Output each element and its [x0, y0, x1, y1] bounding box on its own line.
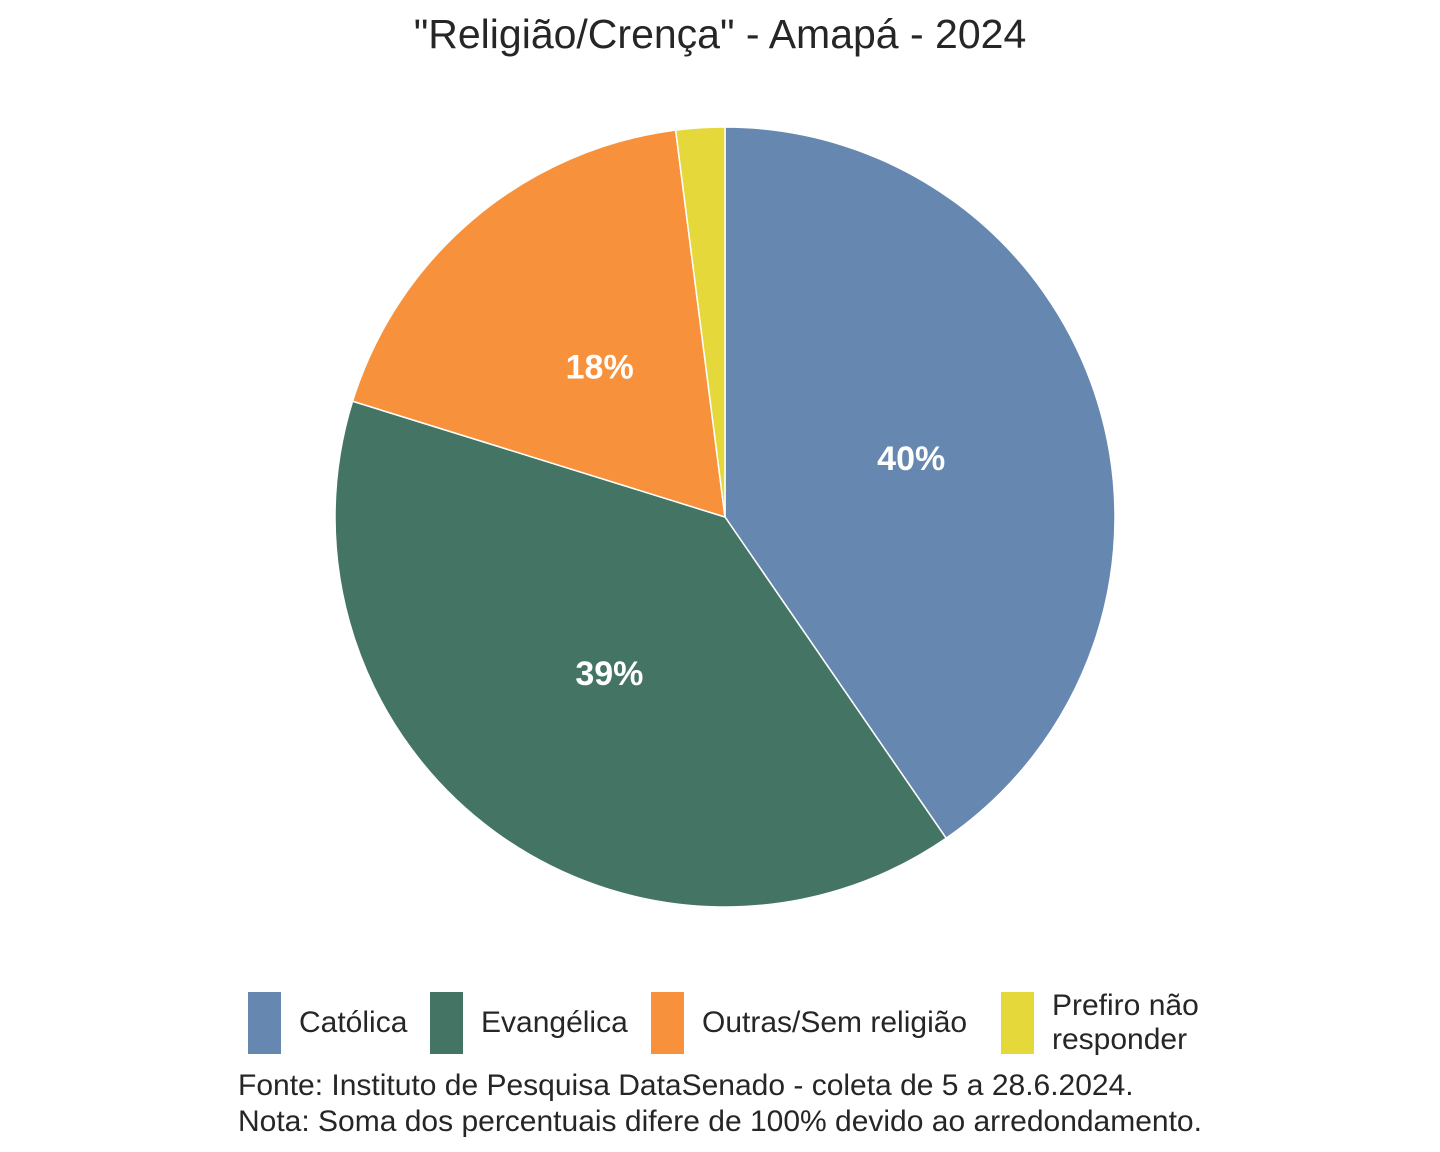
legend-label-prefiro: Prefiro não responder	[1052, 989, 1199, 1056]
legend-label-evangelica: Evangélica	[481, 1006, 628, 1039]
pie-slice-evangelica	[334, 400, 948, 908]
slice-label-outras: 18%	[566, 349, 634, 387]
legend-label-catolica: Católica	[299, 1006, 408, 1039]
chart-title: "Religião/Crença" - Amapá - 2024	[413, 11, 1027, 57]
caption-note: Nota: Soma dos percentuais difere de 100…	[238, 1105, 1202, 1138]
legend-swatch-prefiro	[1001, 992, 1034, 1054]
legend-swatch-outras	[651, 992, 684, 1054]
pie-slice-prefiro	[674, 126, 726, 518]
caption-source: Fonte: Instituto de Pesquisa DataSenado …	[238, 1069, 1134, 1102]
legend-item-outras: Outras/Sem religião	[651, 990, 967, 1056]
legend-item-catolica: Católica	[248, 990, 407, 1056]
legend-item-prefiro: Prefiro não responder	[1001, 989, 1222, 1056]
pie-slice-outras	[351, 129, 726, 519]
slice-label-catolica: 40%	[877, 440, 945, 478]
legend-label-outras: Outras/Sem religião	[702, 1006, 968, 1039]
legend-item-evangelica: Evangélica	[430, 990, 628, 1056]
chart-legend: Católica Evangélica Outras/Sem religião …	[0, 989, 1440, 1060]
pie-slice-catolica	[724, 126, 1116, 840]
chart-caption: Fonte: Instituto de Pesquisa DataSenado …	[238, 1068, 1202, 1140]
legend-swatch-evangelica	[430, 992, 463, 1054]
legend-swatch-catolica	[248, 992, 281, 1054]
slice-label-evangelica: 39%	[575, 655, 643, 693]
